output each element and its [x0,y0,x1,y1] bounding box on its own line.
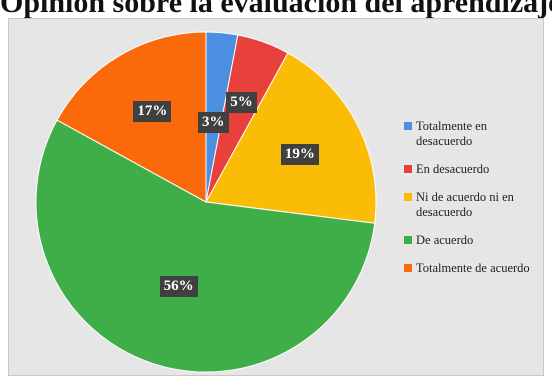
legend: Totalmente en desacuerdo En desacuerdo N… [404,119,544,289]
legend-label: Totalmente en desacuerdo [416,119,487,148]
legend-label: Ni de acuerdo ni en desacuerdo [416,190,514,219]
legend-swatch [404,236,412,244]
data-label: 19% [280,143,319,165]
data-label: 56% [159,275,198,297]
legend-swatch [404,264,412,272]
chart-area: Totalmente en desacuerdo En desacuerdo N… [8,18,544,376]
pie-slice [35,119,376,373]
legend-item-en-desacuerdo: En desacuerdo [404,162,544,177]
pie-chart [35,31,377,373]
legend-swatch [404,193,412,201]
legend-swatch [404,165,412,173]
data-label: 5% [226,92,257,114]
chart-title: Opinión sobre la evaluación del aprendiz… [0,0,552,19]
legend-label: Totalmente de acuerdo [416,261,530,275]
pie-slice [56,31,207,203]
legend-label: En desacuerdo [416,162,490,176]
legend-label: De acuerdo [416,233,474,247]
legend-item-totalmente-de-acuerdo: Totalmente de acuerdo [404,261,544,276]
data-label: 3% [198,111,229,133]
data-label: 17% [133,100,172,122]
legend-item-de-acuerdo: De acuerdo [404,233,544,248]
legend-swatch [404,122,412,130]
legend-item-totalmente-en-desacuerdo: Totalmente en desacuerdo [404,119,544,149]
pie-slice [205,52,377,224]
legend-item-ni-de-acuerdo: Ni de acuerdo ni en desacuerdo [404,190,544,220]
